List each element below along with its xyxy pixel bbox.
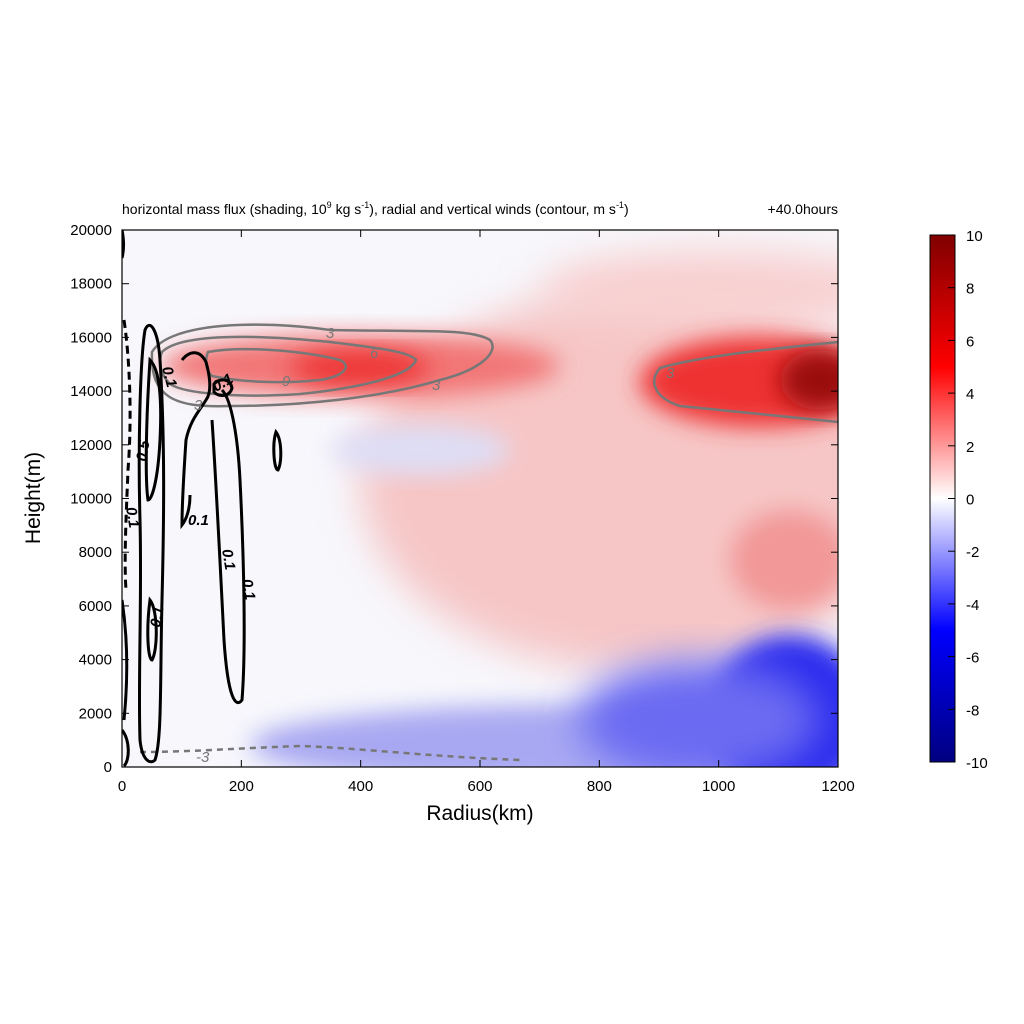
x-tick-label: 600 [467, 778, 492, 795]
colorbar-tick-label: 6 [966, 333, 974, 350]
vertical-contour-0.1-a [137, 323, 166, 764]
colorbar-tick-label: 0 [966, 492, 974, 509]
contour-label: -3 [196, 749, 210, 766]
x-axis-title: Radius(km) [426, 802, 533, 825]
vertical-contour-0.1-f [212, 378, 234, 397]
vertical-contour-0.1-d [146, 596, 158, 662]
contour-label: 0.1 [218, 548, 238, 571]
y-tick-label: 4000 [79, 652, 112, 669]
vertical-contour-0.1-c [210, 388, 246, 705]
y-tick-label: 16000 [70, 329, 112, 346]
x-tick-label: 1000 [702, 778, 735, 795]
x-tick-label: 0 [118, 778, 126, 795]
colorbar-tick-label: -6 [966, 650, 979, 667]
contour-label: 0.1 [158, 365, 180, 390]
y-tick-label: 20000 [70, 222, 112, 239]
vertical-contour-0.5 [144, 356, 163, 502]
vertical-contour-0.1-e [272, 428, 283, 472]
contour-label: 9 [282, 373, 291, 390]
shade-upper-right [540, 250, 838, 330]
contour-label: 3 [432, 377, 441, 394]
shade-mid-positive-2 [730, 510, 838, 610]
colorbar-tick-label: 8 [966, 281, 974, 298]
y-axis: 0 2000 4000 6000 8000 10000 12000 14000 16000 180… [70, 222, 838, 776]
x-tick-label: 800 [587, 778, 612, 795]
x-tick-label: 200 [229, 778, 254, 795]
y-axis-title: Height(m) [22, 452, 45, 544]
contour-label: 0.1 [238, 578, 258, 601]
contour-label: 6 [370, 345, 379, 362]
contour-label: 3 [326, 325, 335, 342]
y-tick-label: 8000 [79, 544, 112, 561]
y-tick-label: 6000 [79, 598, 112, 615]
y-tick-label: 12000 [70, 437, 112, 454]
colorbar-tick-label: -4 [966, 597, 979, 614]
vertical-contour-left-bottom [122, 729, 130, 767]
y-tick-label: 14000 [70, 383, 112, 400]
colorbar-axis: 10 8 6 4 2 0 -2 -4 -6 -8 -10 [948, 228, 988, 772]
contour-label: 0.5 [133, 439, 153, 463]
colorbar-tick-label: -8 [966, 702, 979, 719]
radial-contour-3-right [653, 340, 838, 424]
contour-label: 3 [194, 397, 203, 414]
radial-contour-3-left [150, 323, 494, 408]
contour-labels: 3 6 9 3 3 3 -3 0.1 0.5 0.1 0.1 0.1 0.1 0… [122, 325, 675, 766]
vertical-contour-neg-left [122, 319, 132, 591]
colorbar-tick-label: 4 [966, 386, 974, 403]
shade-outflow-core [290, 350, 430, 386]
radial-contour-6 [158, 335, 418, 397]
shade-right-max [640, 337, 838, 427]
colorbar-tick-label: -2 [966, 544, 979, 561]
shade-low-negative-mid [580, 660, 820, 767]
x-tick-label: 1200 [821, 778, 854, 795]
contour-label: 0.1 [188, 512, 209, 529]
x-axis: 0 200 400 600 800 1000 1200 [118, 230, 855, 795]
time-label: +40.0hours [768, 201, 838, 217]
colorbar-tick-label: 10 [966, 228, 983, 245]
vertical-contour-0.1-b [180, 351, 212, 530]
contour-label: 0.1 [147, 605, 167, 628]
contour-label: 3 [666, 365, 675, 382]
shade-right-core [780, 350, 838, 410]
y-tick-label: 18000 [70, 276, 112, 293]
y-tick-label: 10000 [70, 491, 112, 508]
y-tick-label: 2000 [79, 705, 112, 722]
shade-weak-negative [330, 425, 510, 475]
colorbar-tick-label: 2 [966, 439, 974, 456]
chart-title: horizontal mass flux (shading, 109 kg s-… [122, 200, 629, 217]
contour-label: 0.1 [122, 506, 142, 529]
colorbar-tick-label: -10 [966, 755, 988, 772]
x-tick-label: 400 [348, 778, 373, 795]
y-tick-label: 0 [104, 759, 112, 776]
